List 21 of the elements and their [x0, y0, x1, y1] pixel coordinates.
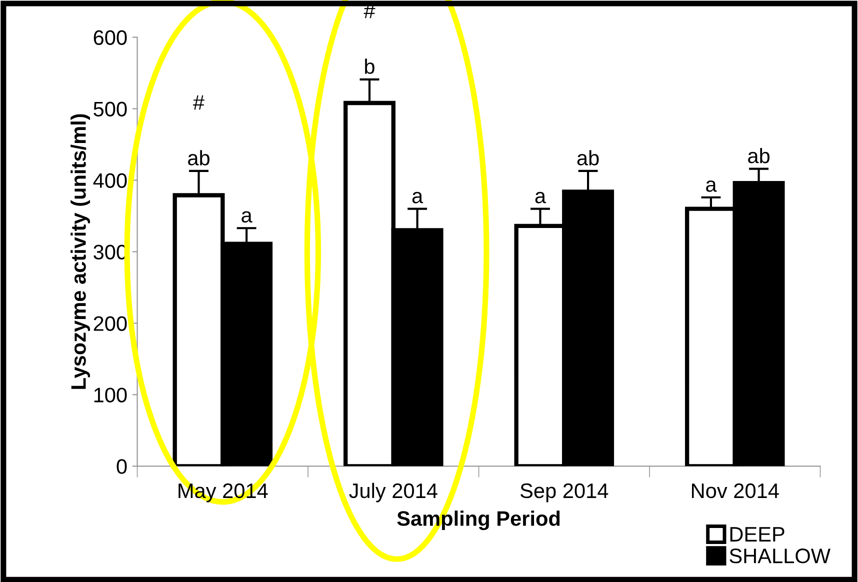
y-axis-title: Lysozyme activity (units/ml) — [70, 114, 90, 389]
y-tick-label: 500 — [94, 102, 127, 116]
x-tick-label: Nov 2014 — [692, 483, 779, 498]
y-tick-label: 400 — [93, 173, 127, 188]
annotation: ab — [188, 150, 210, 166]
y-tick-label: 600 — [94, 30, 127, 45]
x-tick-label: Sep 2014 — [520, 483, 608, 502]
legend-label: SHALLOW — [730, 548, 830, 564]
annotation: a — [412, 192, 424, 204]
annotation: a — [535, 192, 546, 204]
y-tick-label: 0 — [116, 459, 127, 474]
y-tick-label: 100 — [94, 388, 127, 402]
y-tick-label: 200 — [94, 316, 127, 331]
annotation: a — [706, 180, 717, 192]
legend-label: DEEP — [730, 527, 784, 542]
x-tick-label: July 2014 — [349, 482, 438, 502]
annotation: a — [242, 211, 252, 223]
annotation: b — [365, 58, 374, 74]
annotation: # — [193, 95, 204, 110]
annotation: ab — [748, 148, 770, 164]
annotation: ab — [577, 150, 599, 166]
